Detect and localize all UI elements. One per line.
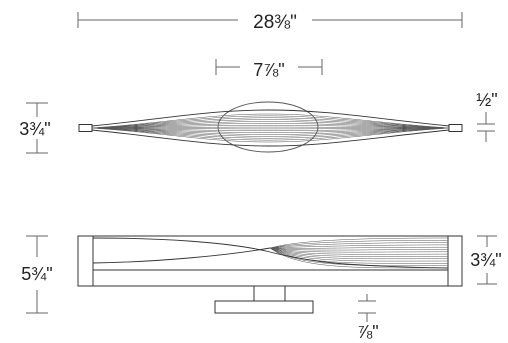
wave-strand	[91, 127, 450, 143]
wave-strand	[91, 126, 450, 129]
wave-strand	[91, 121, 450, 129]
side-strand	[269, 247, 449, 266]
mount-stem	[253, 285, 286, 302]
canopy-width-dimension	[215, 59, 323, 75]
side-strand	[269, 247, 449, 257]
wave-strand	[91, 113, 450, 129]
side-strand	[269, 247, 449, 260]
side-body-height-label: 3¾"	[470, 250, 501, 270]
wave-strand	[91, 117, 450, 129]
side-strand	[269, 244, 449, 249]
canopy-width-label: 7⅞"	[253, 60, 284, 80]
wave-strand	[91, 127, 450, 132]
side-strand	[269, 247, 449, 262]
wave-strand	[91, 123, 450, 129]
side-strand	[269, 242, 449, 249]
wave-strand	[91, 119, 450, 129]
side-strand	[269, 247, 449, 253]
top-height-label: 3¾"	[19, 119, 50, 139]
right-end-cap	[448, 124, 463, 132]
top-height-dimension	[26, 102, 48, 154]
wave-strand	[91, 115, 450, 129]
overall-width-dimension	[77, 12, 463, 28]
side-overall-height-dimension	[26, 235, 48, 314]
wave-strand	[91, 127, 450, 130]
side-body-height-dimension	[477, 235, 497, 285]
wall-plate	[214, 300, 314, 314]
wave-strands	[91, 109, 450, 147]
side-strand	[269, 247, 449, 264]
wave-strand	[91, 127, 450, 135]
wave-strand	[91, 127, 450, 139]
side-strand	[269, 237, 449, 249]
left-end-cap	[78, 124, 93, 132]
mount-depth-dimension	[358, 294, 376, 322]
side-strand	[269, 240, 449, 249]
side-envelope	[92, 237, 449, 269]
end-cap-dimension	[477, 112, 495, 142]
end-cap-label: ½"	[476, 90, 497, 110]
wave-strand	[91, 127, 450, 133]
wave-envelope	[91, 109, 450, 127]
side-strand	[269, 246, 449, 249]
side-strand	[269, 247, 449, 251]
wave-strand	[91, 124, 450, 129]
wave-strand	[91, 127, 450, 141]
side-wave-strands	[92, 237, 449, 269]
overall-width-label: 28⅜"	[253, 12, 297, 33]
side-envelope	[92, 247, 271, 264]
mount-depth-label: ⅞"	[357, 322, 378, 342]
top-view	[78, 101, 463, 153]
side-view	[77, 235, 463, 314]
side-overall-height-label: 5¾"	[21, 264, 52, 284]
side-strand	[269, 247, 449, 255]
wave-strand	[91, 127, 450, 137]
wave-envelope	[91, 129, 450, 147]
